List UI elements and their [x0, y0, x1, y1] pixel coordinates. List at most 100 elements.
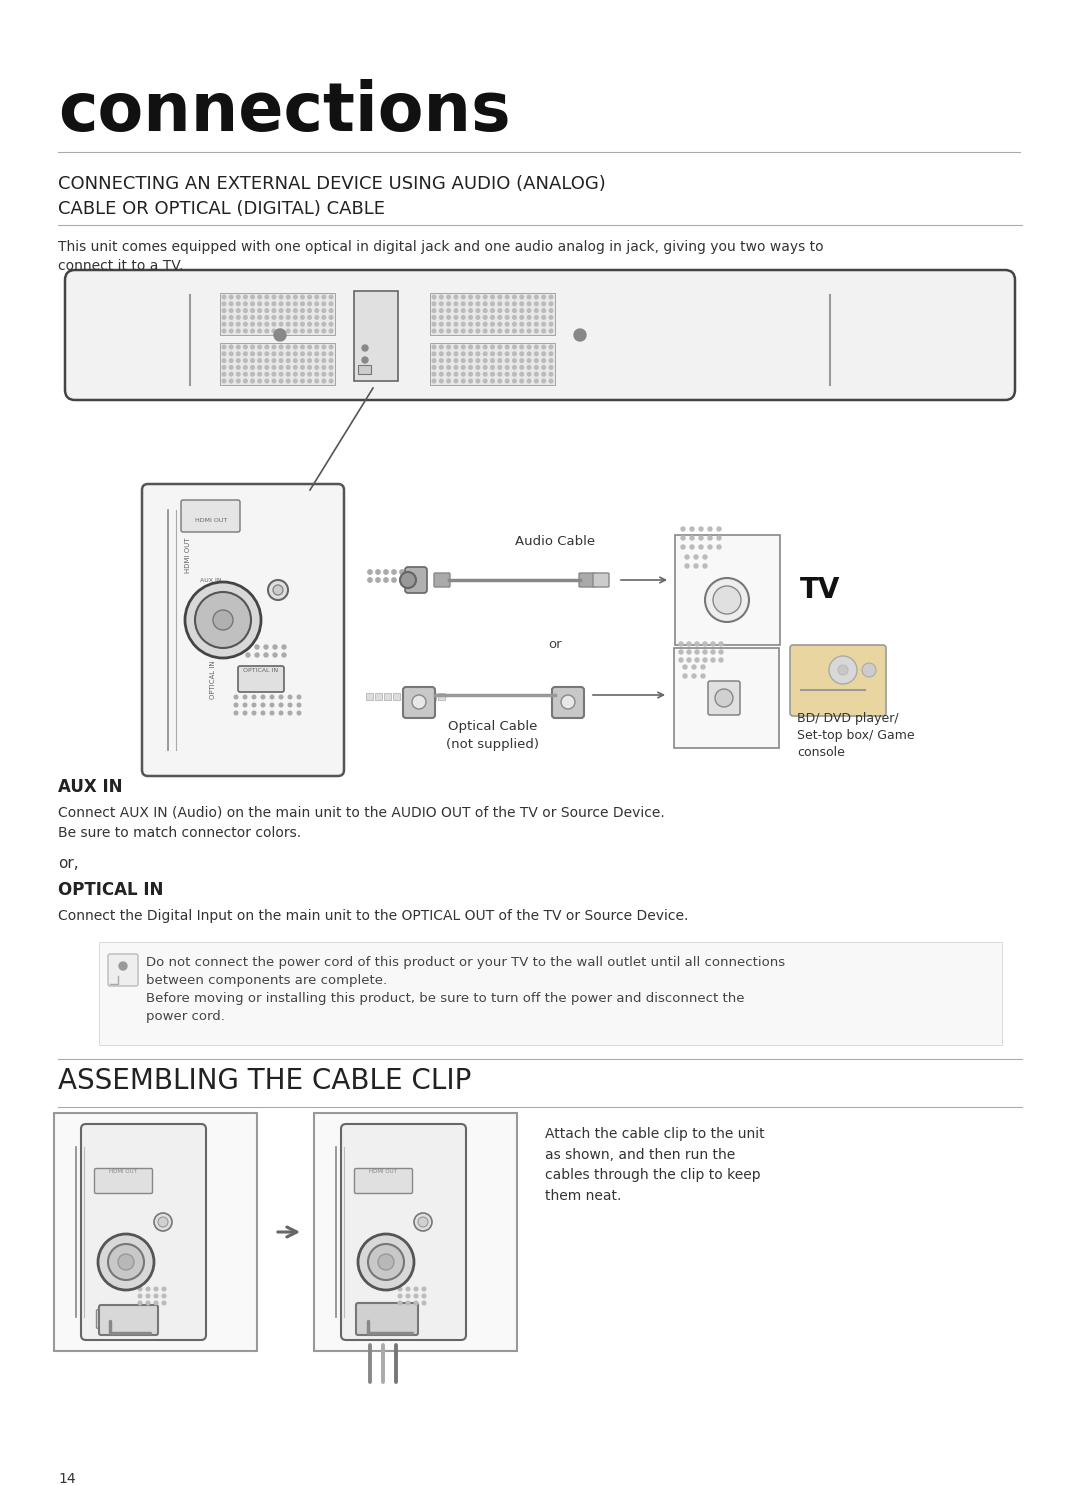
Circle shape: [454, 379, 458, 383]
Circle shape: [286, 359, 291, 362]
Circle shape: [329, 309, 333, 312]
Circle shape: [272, 316, 275, 319]
Circle shape: [251, 373, 254, 376]
Circle shape: [265, 301, 269, 306]
Circle shape: [513, 330, 516, 333]
Circle shape: [272, 365, 275, 370]
Circle shape: [513, 373, 516, 376]
Circle shape: [440, 309, 443, 312]
Circle shape: [498, 359, 501, 362]
FancyBboxPatch shape: [108, 953, 138, 986]
Circle shape: [286, 330, 291, 333]
Circle shape: [222, 322, 226, 327]
Circle shape: [461, 379, 465, 383]
Circle shape: [719, 650, 723, 653]
Circle shape: [699, 527, 703, 532]
Text: HDMI OUT: HDMI OUT: [194, 518, 227, 523]
Circle shape: [272, 322, 275, 327]
Circle shape: [258, 316, 261, 319]
Circle shape: [185, 582, 261, 658]
Circle shape: [535, 365, 538, 370]
FancyBboxPatch shape: [96, 1310, 135, 1329]
Circle shape: [288, 704, 292, 707]
Circle shape: [138, 1295, 141, 1298]
Circle shape: [322, 296, 326, 298]
Circle shape: [392, 570, 396, 575]
FancyBboxPatch shape: [238, 665, 284, 692]
Circle shape: [329, 352, 333, 355]
Circle shape: [469, 296, 472, 298]
Text: Connect AUX IN (Audio) on the main unit to the AUDIO OUT of the TV or Source Dev: Connect AUX IN (Audio) on the main unit …: [58, 806, 665, 841]
Circle shape: [272, 359, 275, 362]
Circle shape: [280, 345, 283, 349]
Circle shape: [490, 345, 495, 349]
Circle shape: [505, 365, 509, 370]
Circle shape: [308, 359, 311, 362]
FancyBboxPatch shape: [405, 567, 427, 593]
Circle shape: [490, 296, 495, 298]
Circle shape: [454, 309, 458, 312]
Circle shape: [687, 658, 691, 662]
Circle shape: [519, 345, 524, 349]
Circle shape: [158, 1218, 168, 1227]
Circle shape: [376, 570, 380, 575]
Circle shape: [308, 345, 311, 349]
Circle shape: [138, 1287, 141, 1290]
Circle shape: [272, 373, 275, 376]
Circle shape: [406, 1301, 409, 1305]
FancyBboxPatch shape: [354, 1169, 413, 1194]
Circle shape: [719, 642, 723, 646]
Text: HDMI OUT: HDMI OUT: [109, 1169, 137, 1175]
Circle shape: [461, 309, 465, 312]
Circle shape: [280, 322, 283, 327]
Circle shape: [234, 695, 238, 699]
Circle shape: [400, 572, 416, 588]
Circle shape: [418, 1218, 428, 1227]
Circle shape: [297, 695, 301, 699]
Text: Audio Cable: Audio Cable: [515, 535, 595, 548]
FancyBboxPatch shape: [410, 692, 418, 699]
Circle shape: [527, 365, 531, 370]
Circle shape: [454, 301, 458, 306]
Circle shape: [527, 379, 531, 383]
Circle shape: [454, 359, 458, 362]
Text: Do not connect the power cord of this product or your TV to the wall outlet unti: Do not connect the power cord of this pr…: [146, 956, 785, 1023]
Circle shape: [237, 352, 240, 355]
Circle shape: [280, 379, 283, 383]
Circle shape: [253, 711, 256, 714]
Circle shape: [519, 309, 524, 312]
Circle shape: [519, 296, 524, 298]
Circle shape: [315, 322, 319, 327]
Circle shape: [264, 653, 268, 656]
Circle shape: [300, 322, 305, 327]
Circle shape: [447, 316, 450, 319]
Circle shape: [234, 711, 238, 714]
Circle shape: [297, 711, 301, 714]
Circle shape: [681, 536, 685, 541]
Circle shape: [138, 1301, 141, 1305]
Circle shape: [513, 309, 516, 312]
Circle shape: [329, 345, 333, 349]
Circle shape: [454, 296, 458, 298]
Circle shape: [329, 365, 333, 370]
Circle shape: [513, 345, 516, 349]
Circle shape: [490, 330, 495, 333]
Circle shape: [527, 316, 531, 319]
Circle shape: [550, 296, 553, 298]
Circle shape: [461, 330, 465, 333]
Circle shape: [273, 585, 283, 595]
Circle shape: [229, 373, 233, 376]
Circle shape: [454, 330, 458, 333]
Circle shape: [400, 570, 404, 575]
Circle shape: [535, 359, 538, 362]
Circle shape: [244, 379, 247, 383]
FancyBboxPatch shape: [429, 692, 435, 699]
Circle shape: [703, 642, 707, 646]
Circle shape: [399, 1287, 402, 1290]
Circle shape: [542, 352, 545, 355]
Circle shape: [519, 359, 524, 362]
Circle shape: [308, 309, 311, 312]
Circle shape: [280, 711, 283, 714]
Circle shape: [440, 322, 443, 327]
Circle shape: [288, 695, 292, 699]
